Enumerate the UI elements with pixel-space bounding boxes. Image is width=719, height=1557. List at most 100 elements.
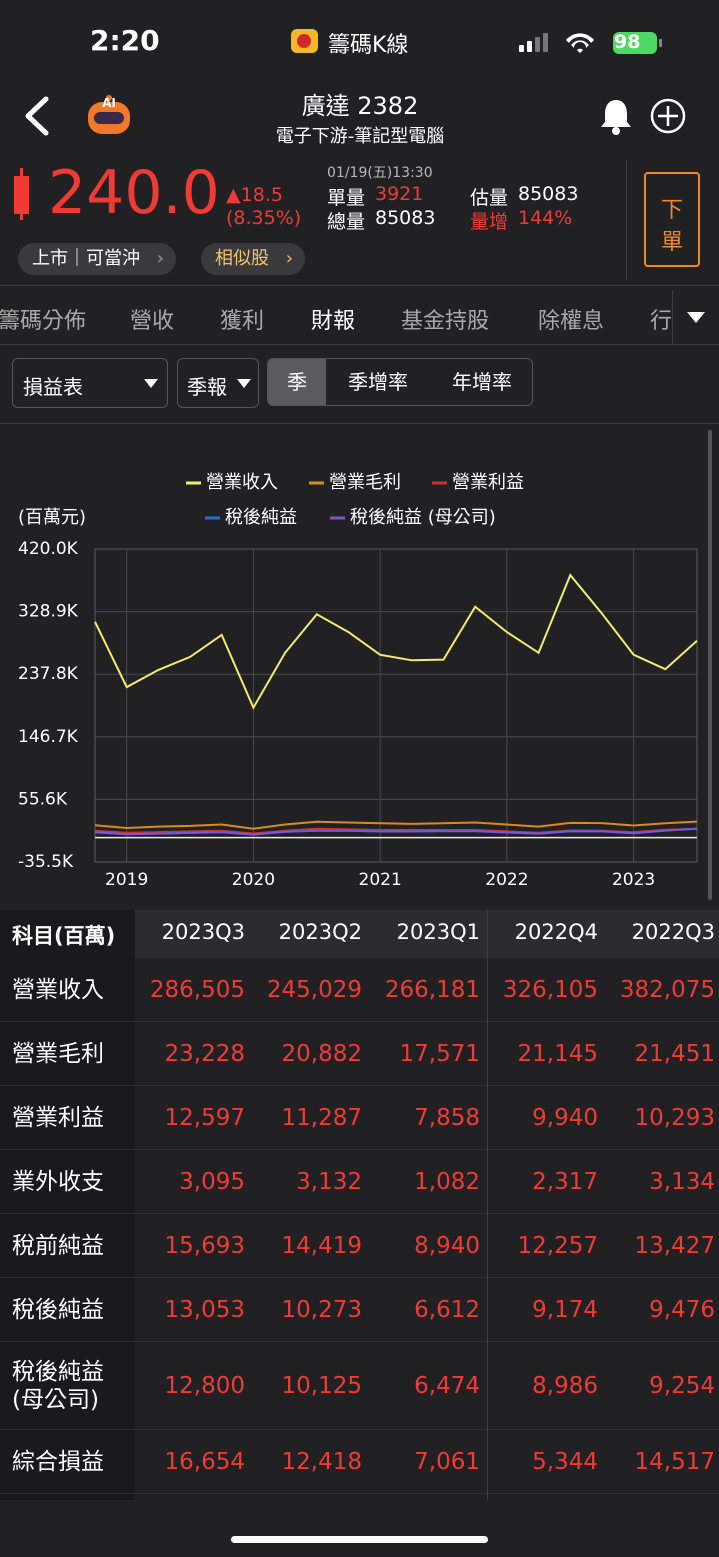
total-volume-label: 總量 — [327, 211, 366, 233]
home-indicator — [231, 1536, 488, 1543]
est-volume: 85083 — [518, 183, 579, 205]
unit-volume-label: 單量 — [327, 187, 366, 209]
order-button-text: 下 — [660, 198, 683, 223]
cell-value: 12,257 — [517, 1233, 598, 1259]
cell-value: 12,800 — [164, 1373, 245, 1399]
select-text: 損益表 — [23, 375, 83, 399]
cell-value: 3,132 — [296, 1169, 362, 1195]
cell-value: 9,476 — [649, 1297, 715, 1323]
cell-value: 21,451 — [634, 1041, 715, 1067]
back-button[interactable] — [20, 95, 52, 137]
select-text: 季報 — [187, 375, 227, 399]
unit-volume: 3921 — [375, 183, 424, 205]
status-icons — [519, 32, 662, 54]
cell-value: 7,061 — [414, 1449, 480, 1475]
y-axis-label: (百萬元) — [18, 507, 86, 528]
cell-value: 15,693 — [164, 1233, 245, 1259]
row-divider — [0, 1085, 719, 1086]
mode-button[interactable]: 季增率 — [348, 370, 408, 394]
x-tick-label: 2019 — [105, 870, 148, 890]
row-label: 業外收支 — [12, 1169, 104, 1195]
cell-value: 286,505 — [149, 977, 245, 1003]
row-label: 稅後純益 — [12, 1297, 104, 1323]
cell-value: 9,940 — [532, 1105, 598, 1131]
divider — [0, 423, 719, 424]
cell-value: 1,082 — [414, 1169, 480, 1195]
cell-value: 6,474 — [414, 1373, 480, 1399]
row-label: 營業收入 — [12, 977, 104, 1003]
tab[interactable]: 財報 — [311, 309, 356, 334]
divider — [626, 160, 627, 280]
cell-value: 14,517 — [634, 1449, 715, 1475]
cell-value: 16,654 — [164, 1449, 245, 1475]
tab[interactable]: 獲利 — [220, 309, 265, 334]
legend-label: 營業毛利 — [329, 472, 401, 493]
price-change: ▲18.5 — [226, 184, 283, 206]
app-icon — [291, 29, 318, 53]
row-label: 綜合損益 — [12, 1449, 104, 1475]
row-divider — [0, 1277, 719, 1278]
cell-value: 5,344 — [532, 1449, 598, 1475]
cell-value: 382,075 — [619, 977, 715, 1003]
statement-select[interactable]: 損益表 — [12, 358, 168, 408]
tab[interactable]: 行 — [650, 309, 673, 334]
order-button[interactable]: 下 單 — [644, 172, 700, 267]
alert-bell[interactable] — [598, 96, 634, 136]
mode-segment: 季季增率 年增率 — [267, 358, 533, 406]
row-label: 稅前純益 — [12, 1233, 104, 1259]
add-button[interactable] — [648, 96, 688, 136]
mode-button[interactable]: 年增率 — [452, 370, 512, 394]
period-select[interactable]: 季報 — [177, 358, 259, 408]
cell-value: 12,597 — [164, 1105, 245, 1131]
cell-value: 21,145 — [517, 1041, 598, 1067]
similar-stocks-tag[interactable]: 相似股 › — [201, 243, 305, 275]
table-header-cell: 2023Q2 — [278, 920, 362, 944]
mode-button[interactable]: 季 — [268, 359, 326, 405]
cell-value: 326,105 — [502, 977, 598, 1003]
cell-value: 12,418 — [281, 1449, 362, 1475]
market-tag[interactable]: 上市｜可當沖 › — [18, 243, 176, 275]
ai-label: AI — [102, 96, 116, 110]
cell-value: 9,254 — [649, 1373, 715, 1399]
table-header-cell: 2022Q4 — [514, 920, 598, 944]
cell-value: 20,882 — [281, 1041, 362, 1067]
cell-value: 3,134 — [649, 1169, 715, 1195]
cell-value: 11,287 — [281, 1105, 362, 1131]
est-volume-label: 估量 — [470, 187, 509, 209]
stock-price: 240.0 — [48, 158, 220, 228]
row-divider — [0, 1021, 719, 1022]
cell-value: 10,125 — [281, 1373, 362, 1399]
candle-icon — [12, 168, 32, 220]
cell-value: 23,228 — [164, 1041, 245, 1067]
price-change-pct: (8.35%) — [226, 207, 302, 229]
cell-value: 9,174 — [532, 1297, 598, 1323]
chevron: › — [156, 248, 164, 269]
tab[interactable]: 營收 — [130, 309, 175, 334]
cell-value: 3,095 — [179, 1169, 245, 1195]
tab[interactable]: 除權息 — [538, 309, 605, 334]
cell-value: 245,029 — [266, 977, 362, 1003]
cell-value: 7,858 — [414, 1105, 480, 1131]
y-tick-label: 328.9K — [18, 602, 79, 622]
y-tick-label: 146.7K — [18, 727, 79, 747]
row-divider — [0, 1149, 719, 1150]
series-line — [94, 827, 698, 836]
volume-increase: 144% — [518, 207, 573, 229]
tab[interactable]: 基金持股 — [401, 309, 490, 334]
tab[interactable]: 籌碼分佈 — [0, 309, 87, 334]
cell-value: 17,571 — [399, 1041, 480, 1067]
y-tick-label: 420.0K — [18, 539, 79, 559]
ai-robot-icon[interactable] — [82, 92, 136, 140]
tab-bar: 籌碼分佈 營收 獲利 財報 基金持股 除權息 行 — [0, 290, 719, 344]
row-label: 稅後純益 (母公司) — [12, 1359, 104, 1413]
cell-value: 14,419 — [281, 1233, 362, 1259]
divider — [0, 344, 719, 345]
total-volume: 85083 — [375, 207, 436, 229]
label-column-bg — [0, 910, 135, 1500]
cell-value: 6,612 — [414, 1297, 480, 1323]
tab-more[interactable] — [672, 290, 719, 344]
y-tick-label: -35.5K — [18, 852, 74, 872]
cell-value: 10,293 — [634, 1105, 715, 1131]
